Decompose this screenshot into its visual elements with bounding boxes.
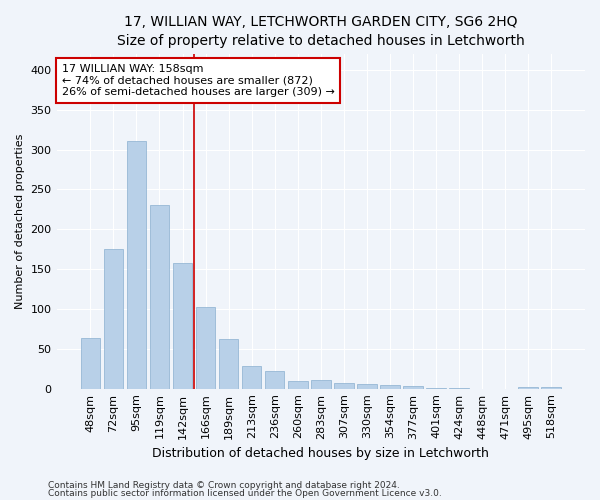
Bar — [311, 380, 331, 388]
Title: 17, WILLIAN WAY, LETCHWORTH GARDEN CITY, SG6 2HQ
Size of property relative to de: 17, WILLIAN WAY, LETCHWORTH GARDEN CITY,… — [117, 15, 524, 48]
Bar — [196, 308, 215, 388]
Bar — [357, 384, 377, 388]
Bar — [104, 249, 123, 388]
Bar — [380, 384, 400, 388]
Bar — [518, 387, 538, 388]
Bar — [127, 140, 146, 388]
Bar — [80, 338, 100, 388]
X-axis label: Distribution of detached houses by size in Letchworth: Distribution of detached houses by size … — [152, 447, 489, 460]
Text: Contains HM Land Registry data © Crown copyright and database right 2024.: Contains HM Land Registry data © Crown c… — [48, 480, 400, 490]
Y-axis label: Number of detached properties: Number of detached properties — [15, 134, 25, 309]
Bar — [403, 386, 423, 388]
Bar — [219, 340, 238, 388]
Bar — [149, 206, 169, 388]
Text: 17 WILLIAN WAY: 158sqm
← 74% of detached houses are smaller (872)
26% of semi-de: 17 WILLIAN WAY: 158sqm ← 74% of detached… — [62, 64, 335, 97]
Bar — [265, 371, 284, 388]
Bar — [541, 387, 561, 388]
Bar — [242, 366, 262, 388]
Bar — [334, 383, 353, 388]
Text: Contains public sector information licensed under the Open Government Licence v3: Contains public sector information licen… — [48, 489, 442, 498]
Bar — [288, 380, 308, 388]
Bar — [173, 262, 193, 388]
